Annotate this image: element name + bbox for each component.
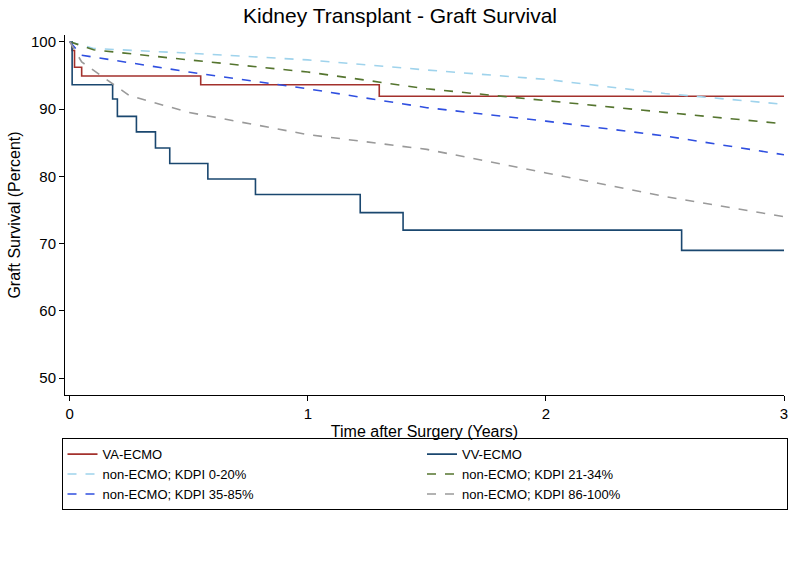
svg-text:VA-ECMO: VA-ECMO — [103, 447, 163, 462]
svg-text:non-ECMO; KDPI 86-100%: non-ECMO; KDPI 86-100% — [462, 487, 621, 502]
svg-text:non-ECMO; KDPI 21-34%: non-ECMO; KDPI 21-34% — [462, 467, 613, 482]
svg-text:60: 60 — [39, 302, 56, 319]
svg-text:80: 80 — [39, 168, 56, 185]
svg-text:3: 3 — [780, 405, 788, 422]
svg-text:VV-ECMO: VV-ECMO — [462, 447, 522, 462]
svg-text:Kidney Transplant - Graft Surv: Kidney Transplant - Graft Survival — [243, 4, 557, 27]
svg-text:2: 2 — [542, 405, 550, 422]
svg-text:90: 90 — [39, 100, 56, 117]
svg-text:non-ECMO; KDPI 35-85%: non-ECMO; KDPI 35-85% — [103, 487, 254, 502]
svg-text:non-ECMO; KDPI 0-20%: non-ECMO; KDPI 0-20% — [103, 467, 247, 482]
svg-text:50: 50 — [39, 369, 56, 386]
svg-text:Graft Survival (Percent): Graft Survival (Percent) — [6, 131, 23, 298]
svg-text:1: 1 — [304, 405, 312, 422]
svg-text:Time after Surgery (Years): Time after Surgery (Years) — [331, 423, 518, 440]
svg-text:0: 0 — [66, 405, 74, 422]
svg-text:100: 100 — [31, 33, 56, 50]
svg-text:70: 70 — [39, 235, 56, 252]
